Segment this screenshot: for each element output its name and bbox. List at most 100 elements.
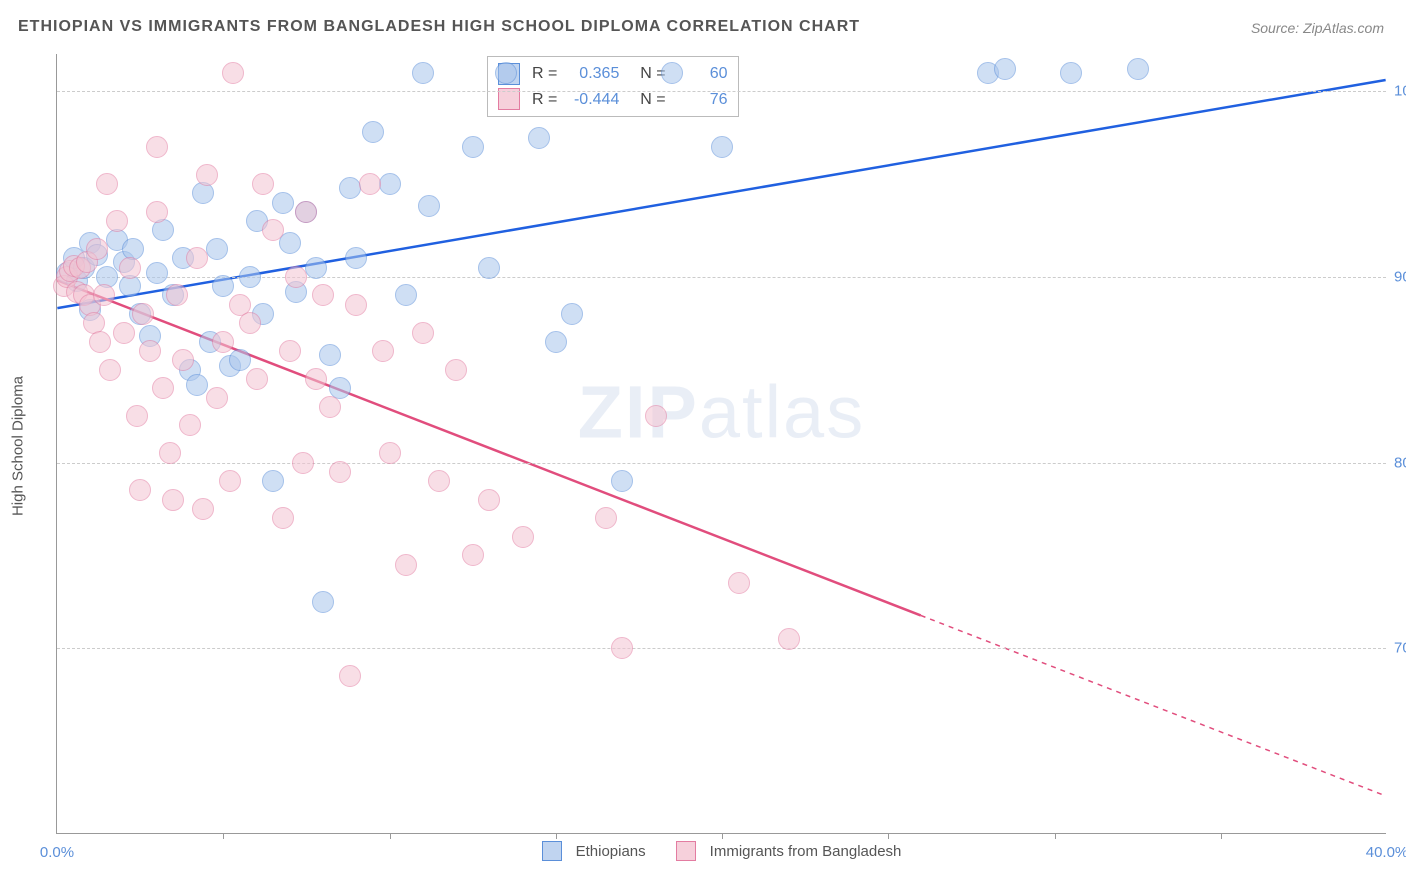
- scatter-point-bangladesh: [206, 387, 228, 409]
- scatter-point-ethiopians: [186, 374, 208, 396]
- scatter-point-bangladesh: [295, 201, 317, 223]
- scatter-point-bangladesh: [179, 414, 201, 436]
- x-tick-label: 40.0%: [1366, 844, 1406, 861]
- scatter-point-bangladesh: [99, 359, 121, 381]
- scatter-point-bangladesh: [372, 340, 394, 362]
- scatter-point-ethiopians: [395, 284, 417, 306]
- scatter-point-ethiopians: [1127, 58, 1149, 80]
- scatter-point-bangladesh: [113, 322, 135, 344]
- scatter-point-bangladesh: [329, 461, 351, 483]
- plot-area: ZIPatlas R =0.365 N =60R =-0.444 N =76 E…: [56, 54, 1386, 834]
- scatter-point-bangladesh: [192, 498, 214, 520]
- watermark-bold: ZIP: [578, 371, 699, 454]
- scatter-point-ethiopians: [561, 303, 583, 325]
- scatter-point-ethiopians: [312, 591, 334, 613]
- scatter-point-bangladesh: [312, 284, 334, 306]
- x-tick-mark: [390, 833, 391, 839]
- scatter-point-bangladesh: [445, 359, 467, 381]
- r-value-ethiopians: 0.365: [563, 61, 619, 87]
- scatter-point-bangladesh: [146, 136, 168, 158]
- scatter-point-bangladesh: [119, 257, 141, 279]
- scatter-point-bangladesh: [611, 637, 633, 659]
- scatter-point-ethiopians: [545, 331, 567, 353]
- scatter-point-bangladesh: [132, 303, 154, 325]
- scatter-point-bangladesh: [159, 442, 181, 464]
- scatter-point-bangladesh: [219, 470, 241, 492]
- scatter-point-bangladesh: [96, 173, 118, 195]
- scatter-point-bangladesh: [595, 507, 617, 529]
- scatter-point-ethiopians: [339, 177, 361, 199]
- scatter-point-ethiopians: [272, 192, 294, 214]
- correlation-stats-box: R =0.365 N =60R =-0.444 N =76: [487, 56, 739, 117]
- scatter-point-ethiopians: [345, 247, 367, 269]
- gridline-horizontal: [57, 463, 1386, 464]
- scatter-point-bangladesh: [428, 470, 450, 492]
- scatter-point-bangladesh: [166, 284, 188, 306]
- gridline-horizontal: [57, 91, 1386, 92]
- scatter-point-bangladesh: [319, 396, 341, 418]
- scatter-point-bangladesh: [285, 266, 307, 288]
- regression-line-bangladesh: [57, 280, 920, 615]
- scatter-point-ethiopians: [495, 62, 517, 84]
- regression-line-dashed-bangladesh: [921, 615, 1386, 795]
- scatter-point-ethiopians: [319, 344, 341, 366]
- y-tick-label: 70.0%: [1394, 640, 1406, 657]
- scatter-point-bangladesh: [139, 340, 161, 362]
- scatter-point-bangladesh: [186, 247, 208, 269]
- x-tick-mark: [722, 833, 723, 839]
- scatter-point-ethiopians: [146, 262, 168, 284]
- y-axis-label: High School Diploma: [10, 376, 27, 516]
- scatter-point-bangladesh: [645, 405, 667, 427]
- scatter-point-bangladesh: [778, 628, 800, 650]
- scatter-point-ethiopians: [994, 58, 1016, 80]
- scatter-point-bangladesh: [86, 238, 108, 260]
- scatter-point-ethiopians: [711, 136, 733, 158]
- watermark: ZIPatlas: [578, 370, 865, 455]
- r-label: R =: [532, 61, 557, 87]
- y-tick-label: 100.0%: [1394, 83, 1406, 100]
- scatter-point-ethiopians: [379, 173, 401, 195]
- legend-label-bangladesh: Immigrants from Bangladesh: [710, 843, 902, 860]
- scatter-point-bangladesh: [345, 294, 367, 316]
- scatter-point-bangladesh: [222, 62, 244, 84]
- scatter-point-bangladesh: [196, 164, 218, 186]
- scatter-point-bangladesh: [126, 405, 148, 427]
- x-tick-mark: [1055, 833, 1056, 839]
- scatter-point-ethiopians: [462, 136, 484, 158]
- x-tick-mark: [556, 833, 557, 839]
- scatter-point-bangladesh: [339, 665, 361, 687]
- scatter-point-ethiopians: [611, 470, 633, 492]
- y-tick-label: 90.0%: [1394, 268, 1406, 285]
- scatter-point-bangladesh: [239, 312, 261, 334]
- scatter-point-bangladesh: [478, 489, 500, 511]
- scatter-point-ethiopians: [418, 195, 440, 217]
- scatter-point-ethiopians: [239, 266, 261, 288]
- scatter-point-ethiopians: [528, 127, 550, 149]
- watermark-rest: atlas: [699, 371, 865, 454]
- scatter-point-bangladesh: [89, 331, 111, 353]
- x-tick-mark: [888, 833, 889, 839]
- scatter-point-bangladesh: [359, 173, 381, 195]
- scatter-point-ethiopians: [1060, 62, 1082, 84]
- scatter-point-ethiopians: [412, 62, 434, 84]
- scatter-point-bangladesh: [106, 210, 128, 232]
- scatter-point-bangladesh: [172, 349, 194, 371]
- legend-label-ethiopians: Ethiopians: [576, 843, 646, 860]
- scatter-point-bangladesh: [152, 377, 174, 399]
- x-tick-label: 0.0%: [40, 844, 74, 861]
- scatter-point-bangladesh: [379, 442, 401, 464]
- scatter-point-ethiopians: [262, 470, 284, 492]
- scatter-point-bangladesh: [272, 507, 294, 529]
- legend-swatch-bangladesh-bottom: [676, 841, 696, 861]
- legend-item-ethiopians: Ethiopians: [542, 841, 646, 861]
- scatter-point-bangladesh: [412, 322, 434, 344]
- scatter-point-ethiopians: [192, 182, 214, 204]
- scatter-point-ethiopians: [661, 62, 683, 84]
- scatter-point-ethiopians: [229, 349, 251, 371]
- x-tick-mark: [223, 833, 224, 839]
- scatter-point-bangladesh: [292, 452, 314, 474]
- scatter-point-bangladesh: [162, 489, 184, 511]
- scatter-point-bangladesh: [93, 284, 115, 306]
- scatter-point-ethiopians: [362, 121, 384, 143]
- stats-row-ethiopians: R =0.365 N =60: [498, 61, 728, 87]
